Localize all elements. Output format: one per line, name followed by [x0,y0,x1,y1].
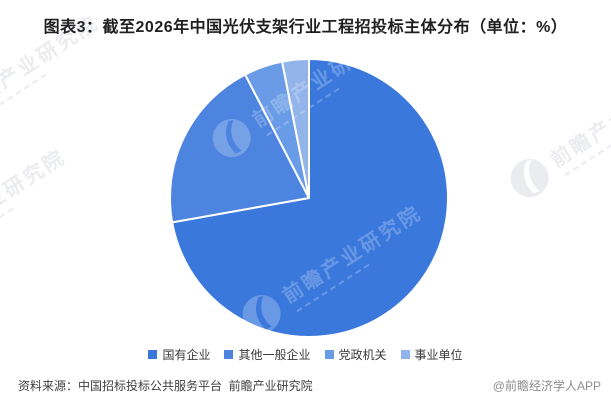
legend-item: 国有企业 [148,346,210,363]
legend-marker [148,350,158,359]
pie-slice-4 [281,58,310,199]
watermark: 前瞻产业研究院 [502,58,611,205]
credit-note: @前瞻经济学人APP [492,379,601,393]
legend-label: 事业单位 [414,348,463,362]
legend: 国有企业 其他一般企业 党政机关 事业单位 [0,346,611,363]
watermark-subline [0,73,47,122]
legend-item: 事业单位 [400,346,463,363]
legend-marker [400,350,410,359]
watermark: 前瞻产业研究院 [0,138,75,285]
pie-slice-1 [171,58,449,338]
legend-marker [324,350,334,359]
source-note: 资料来源：中国招标投标公共服务平台 前瞻产业研究院 [18,379,313,393]
page-title: 图表3：截至2026年中国光伏支架行业工程招投标主体分布（单位：%） [43,19,568,36]
watermark-subline [0,207,14,256]
legend-marker [224,350,234,359]
qianzhan-logo-icon [502,150,557,205]
pie-chart [169,58,449,338]
watermark-text: 前瞻产业研究院 [0,145,70,252]
legend-item: 党政机关 [324,346,387,363]
watermark-subline [564,127,611,176]
legend-label: 国有企业 [162,348,211,362]
watermark-text: 前瞻产业研究院 [546,65,611,172]
legend-label: 其他一般企业 [238,348,311,362]
legend-label: 党政机关 [338,348,387,362]
legend-item: 其他一般企业 [224,346,311,363]
